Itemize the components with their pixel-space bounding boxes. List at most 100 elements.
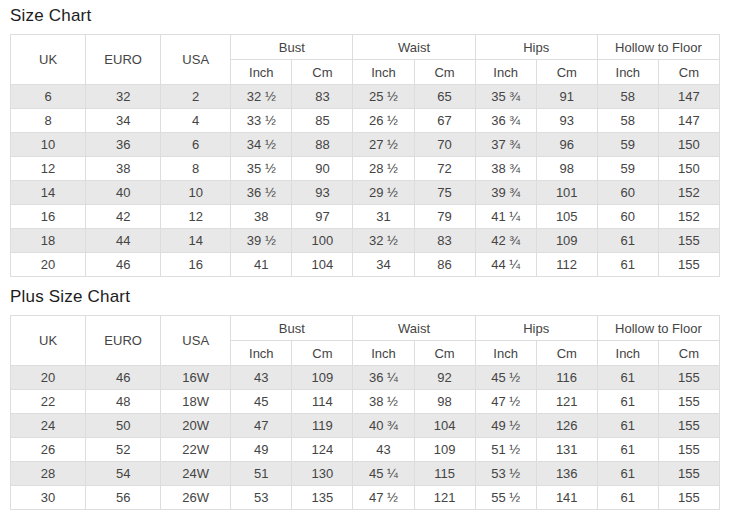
table-cell: 16W bbox=[161, 366, 231, 390]
table-row: 18441439 ½10032 ½8342 ¾10961155 bbox=[11, 229, 720, 253]
table-cell: 33 ½ bbox=[231, 109, 292, 133]
table-cell: 42 bbox=[86, 205, 161, 229]
table-cell: 26W bbox=[161, 486, 231, 510]
table-cell: 147 bbox=[658, 85, 719, 109]
table-row: 204616W4310936 ¼9245 ½11661155 bbox=[11, 366, 720, 390]
table-cell: 24 bbox=[11, 414, 86, 438]
table-cell: 53 bbox=[231, 486, 292, 510]
table-cell: 49 bbox=[231, 438, 292, 462]
table-cell: 136 bbox=[536, 462, 597, 486]
table-cell: 18 bbox=[11, 229, 86, 253]
table-cell: 131 bbox=[536, 438, 597, 462]
table-cell: 109 bbox=[536, 229, 597, 253]
table-cell: 150 bbox=[658, 157, 719, 181]
table-cell: 10 bbox=[11, 133, 86, 157]
table-cell: 46 bbox=[86, 366, 161, 390]
table-cell: 58 bbox=[597, 85, 658, 109]
table-cell: 121 bbox=[414, 486, 475, 510]
table-cell: 6 bbox=[161, 133, 231, 157]
table-cell: 6 bbox=[11, 85, 86, 109]
table-cell: 47 ½ bbox=[353, 486, 414, 510]
group-header-hollow-to-floor: Hollow to Floor bbox=[597, 35, 719, 60]
table-cell: 100 bbox=[292, 229, 353, 253]
table-cell: 36 ¼ bbox=[353, 366, 414, 390]
table-cell: 49 ½ bbox=[475, 414, 536, 438]
table-cell: 27 ½ bbox=[353, 133, 414, 157]
col-header-euro: EURO bbox=[86, 316, 161, 366]
group-header-waist: Waist bbox=[353, 316, 475, 341]
table-cell: 22W bbox=[161, 438, 231, 462]
table-cell: 155 bbox=[658, 229, 719, 253]
unit-header-bust-cm: Cm bbox=[292, 341, 353, 366]
group-header-bust: Bust bbox=[231, 316, 353, 341]
table-cell: 61 bbox=[597, 438, 658, 462]
table-row: 20461641104348644 ¼11261155 bbox=[11, 253, 720, 277]
table-cell: 36 ¾ bbox=[475, 109, 536, 133]
table-cell: 26 ½ bbox=[353, 109, 414, 133]
table-cell: 45 bbox=[231, 390, 292, 414]
unit-header-hips-inch: Inch bbox=[475, 341, 536, 366]
table-cell: 51 ½ bbox=[475, 438, 536, 462]
unit-header-hollow-to-floor-cm: Cm bbox=[658, 60, 719, 85]
table-cell: 130 bbox=[292, 462, 353, 486]
table-cell: 14 bbox=[161, 229, 231, 253]
table-cell: 24W bbox=[161, 462, 231, 486]
header-row-groups: UKEUROUSABustWaistHipsHollow to Floor bbox=[11, 35, 720, 60]
unit-header-bust-inch: Inch bbox=[231, 60, 292, 85]
plus-size-chart-table: UKEUROUSABustWaistHipsHollow to FloorInc… bbox=[10, 315, 720, 510]
table-cell: 34 bbox=[353, 253, 414, 277]
table-cell: 61 bbox=[597, 390, 658, 414]
table-cell: 38 ½ bbox=[353, 390, 414, 414]
table-cell: 152 bbox=[658, 205, 719, 229]
header-row-groups: UKEUROUSABustWaistHipsHollow to Floor bbox=[11, 316, 720, 341]
table-cell: 18W bbox=[161, 390, 231, 414]
table-cell: 141 bbox=[536, 486, 597, 510]
table-cell: 67 bbox=[414, 109, 475, 133]
table-cell: 104 bbox=[414, 414, 475, 438]
table-cell: 50 bbox=[86, 414, 161, 438]
table-row: 1238835 ½9028 ½7238 ¾9859150 bbox=[11, 157, 720, 181]
table-cell: 155 bbox=[658, 438, 719, 462]
table-cell: 26 bbox=[11, 438, 86, 462]
size-chart-table: UKEUROUSABustWaistHipsHollow to FloorInc… bbox=[10, 34, 720, 277]
table-cell: 38 bbox=[231, 205, 292, 229]
table-cell: 51 bbox=[231, 462, 292, 486]
table-cell: 61 bbox=[597, 414, 658, 438]
table-cell: 105 bbox=[536, 205, 597, 229]
table-cell: 86 bbox=[414, 253, 475, 277]
table-cell: 101 bbox=[536, 181, 597, 205]
table-cell: 16 bbox=[11, 205, 86, 229]
table-cell: 58 bbox=[597, 109, 658, 133]
table-cell: 60 bbox=[597, 181, 658, 205]
table-cell: 88 bbox=[292, 133, 353, 157]
table-cell: 43 bbox=[353, 438, 414, 462]
table-cell: 20W bbox=[161, 414, 231, 438]
table-row: 14401036 ½9329 ½7539 ¾10160152 bbox=[11, 181, 720, 205]
table-cell: 135 bbox=[292, 486, 353, 510]
table-cell: 85 bbox=[292, 109, 353, 133]
table-cell: 28 ½ bbox=[353, 157, 414, 181]
unit-header-waist-cm: Cm bbox=[414, 341, 475, 366]
table-cell: 47 ½ bbox=[475, 390, 536, 414]
table-cell: 83 bbox=[292, 85, 353, 109]
table-cell: 38 bbox=[86, 157, 161, 181]
table-cell: 109 bbox=[292, 366, 353, 390]
table-cell: 53 ½ bbox=[475, 462, 536, 486]
table-cell: 30 bbox=[11, 486, 86, 510]
col-header-usa: USA bbox=[161, 35, 231, 85]
table-cell: 93 bbox=[536, 109, 597, 133]
table-cell: 25 ½ bbox=[353, 85, 414, 109]
unit-header-bust-cm: Cm bbox=[292, 60, 353, 85]
table-cell: 97 bbox=[292, 205, 353, 229]
table-cell: 79 bbox=[414, 205, 475, 229]
table-cell: 12 bbox=[11, 157, 86, 181]
table-cell: 54 bbox=[86, 462, 161, 486]
table-cell: 40 bbox=[86, 181, 161, 205]
table-cell: 35 ½ bbox=[231, 157, 292, 181]
table-cell: 4 bbox=[161, 109, 231, 133]
table-cell: 48 bbox=[86, 390, 161, 414]
table-row: 1642123897317941 ¼10560152 bbox=[11, 205, 720, 229]
table-cell: 16 bbox=[161, 253, 231, 277]
table-cell: 91 bbox=[536, 85, 597, 109]
table-cell: 10 bbox=[161, 181, 231, 205]
